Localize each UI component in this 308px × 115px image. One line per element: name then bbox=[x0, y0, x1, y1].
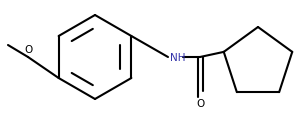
Text: O: O bbox=[24, 45, 32, 55]
Text: O: O bbox=[196, 98, 204, 108]
Text: NH: NH bbox=[170, 53, 185, 62]
